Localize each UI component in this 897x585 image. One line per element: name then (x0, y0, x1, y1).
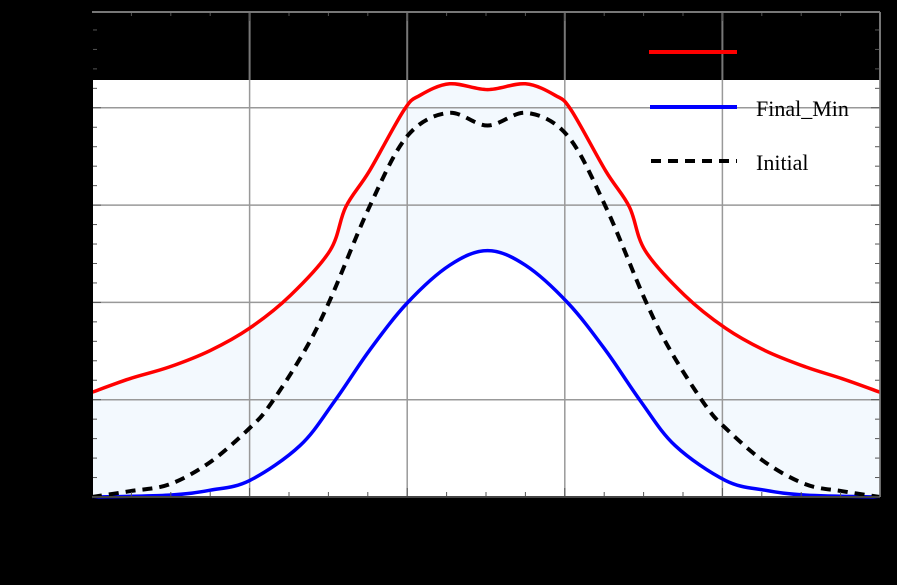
legend: Final_Min Initial (649, 50, 849, 175)
series-line-final-min (91, 248, 881, 499)
plot-area (91, 11, 881, 499)
legend-label-initial: Initial (756, 150, 809, 175)
series-line-initial (91, 110, 881, 499)
legend-label-final-min: Final_Min (756, 96, 849, 121)
legend-item-final-min: Final_Min (650, 96, 849, 121)
legend-item-initial: Initial (651, 150, 809, 175)
fill-between-area (92, 83, 880, 497)
series-line-final-max (91, 82, 881, 394)
top-band (92, 12, 880, 80)
